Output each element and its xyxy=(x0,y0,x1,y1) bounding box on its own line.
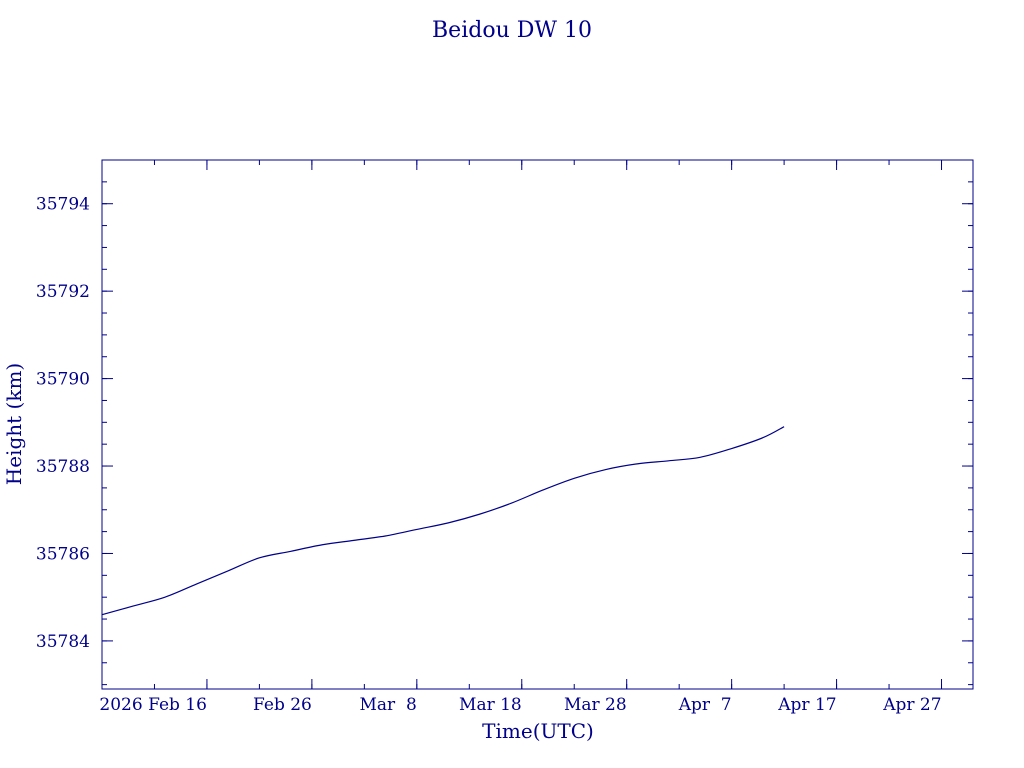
plot-frame xyxy=(101,159,974,690)
y-axis-tick-labels: 35784 35786 35788 35790 35792 35794 xyxy=(36,195,90,652)
x-tick-label: Mar 28 xyxy=(564,695,627,715)
x-axis-tick-labels: 2026 Feb 16 Feb 26 Mar 8 Mar 18 Mar 28 Apr 7 A… xyxy=(99,695,941,715)
x-axis-title: Time(UTC) xyxy=(482,719,594,743)
x-axis-ticks xyxy=(101,160,943,689)
y-tick-label: 35788 xyxy=(36,457,90,477)
y-tick-label: 35784 xyxy=(36,632,90,652)
y-tick-label: 35786 xyxy=(36,544,90,564)
y-axis-ticks xyxy=(102,159,973,686)
x-tick-label: Apr 17 xyxy=(777,695,836,715)
y-tick-label: 35790 xyxy=(36,370,90,390)
chart-title: Beidou DW 10 xyxy=(432,18,592,43)
series-line xyxy=(101,426,785,616)
y-axis-title: Height (km) xyxy=(2,363,26,485)
x-tick-label: Feb 26 xyxy=(253,695,312,715)
x-tick-label: Apr 7 xyxy=(678,695,732,715)
x-tick-label: 2026 Feb 16 xyxy=(99,695,207,715)
series-group xyxy=(101,426,785,616)
x-tick-label: Mar 18 xyxy=(459,695,522,715)
y-tick-label: 35792 xyxy=(36,282,90,302)
x-tick-label: Apr 27 xyxy=(882,695,941,715)
x-tick-label: Mar 8 xyxy=(360,695,417,715)
y-tick-label: 35794 xyxy=(36,195,90,215)
